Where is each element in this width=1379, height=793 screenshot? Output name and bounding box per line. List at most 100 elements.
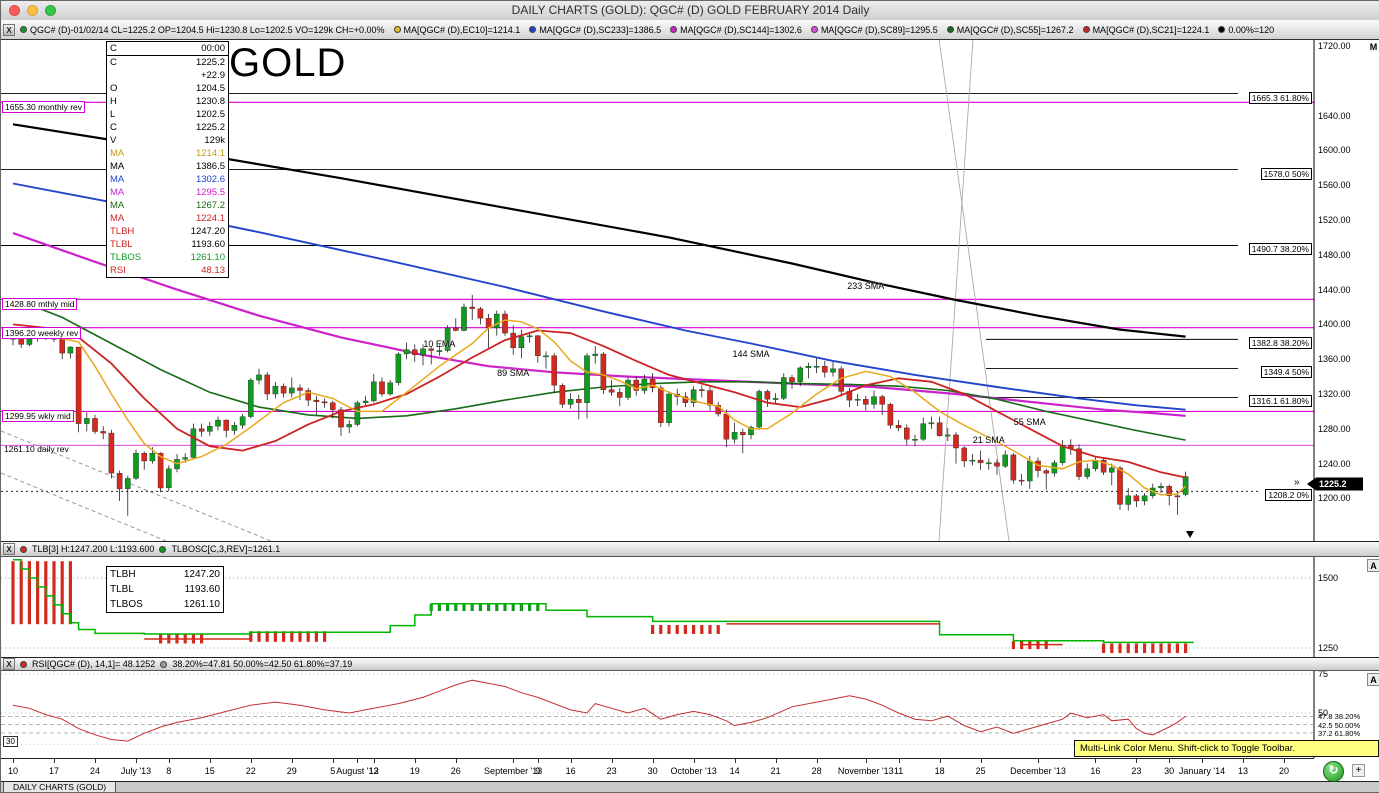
time-tick [734,759,736,763]
candle [1010,454,1017,481]
tlbosc-series-icon [159,545,167,553]
candle [321,401,328,404]
candle [207,426,213,432]
candle [116,473,123,490]
window-close-button[interactable] [9,5,20,16]
candle [436,350,443,352]
date-label: 24 [89,766,101,776]
candle [420,348,426,356]
time-tick [168,759,170,763]
data-window-row: C 1225.2 [110,122,225,133]
toolbar-indicator[interactable]: QGC# (D)-01/02/14 CL=1225.2 OP=1204.5 Hi… [20,25,385,35]
candle [362,400,369,403]
toolbar-indicator[interactable]: MA[QGC# (D),SC233]=1386.5 [529,25,661,35]
rsi-series-icon [20,660,27,668]
window-minimize-button[interactable] [27,5,38,16]
candle [649,379,656,389]
toolbar-indicator-label: 0.00%=120 [1228,24,1275,35]
candle [797,367,803,382]
candle [453,327,459,331]
toolbar-indicator[interactable]: MA[QGC# (D),SC144]=1302.6 [670,25,802,35]
main-scale-mode-button[interactable]: M [1369,42,1378,52]
chart-tab[interactable]: DAILY CHARTS (GOLD) [3,782,117,792]
tlb-layer [1,559,1314,654]
tlb-series-label[interactable]: TLB[3] H:1247.200 L:1193.600 [32,544,155,554]
close-rsi-panel-button[interactable]: X [3,658,15,670]
time-tick [13,759,14,763]
close-main-pane-button[interactable]: X [3,23,15,36]
main-data-window[interactable]: C 00:00 C 1225.2 +22.9 O 1204.5 H 1230.8 L 1202.5 C… [106,41,229,278]
toolbar-indicator[interactable]: MA[QGC# (D),EC10]=1214.1 [393,25,520,35]
rsi-scale-left-label: 30 [3,736,18,747]
candle [707,390,713,406]
rsi-series-label[interactable]: RSI[QGC# (D), 14,1]= 48.1252 [32,659,156,669]
tlbosc-series-label[interactable]: TLBOSC[C,3,REV]=1261.1 [171,544,281,554]
time-tick [513,759,515,763]
candle [748,426,754,436]
candle [280,386,287,394]
toolbar-indicator[interactable]: MA[QGC# (D),SC55]=1267.2 [946,25,1074,35]
window-titlebar[interactable]: DAILY CHARTS (GOLD): QGC# (D) GOLD FEBRU… [1,1,1379,21]
series-color-dot [946,26,954,33]
candle [1002,454,1008,467]
toolbar-indicator[interactable]: MA[QGC# (D),SC89]=1295.5 [810,25,938,35]
candle [887,404,894,426]
rsi-autoscale-button[interactable]: A [1367,673,1379,686]
data-window-row: MA 1267.2 [110,200,225,211]
candle [1109,467,1115,473]
date-label: 28 [811,766,822,776]
toolbar-indicator-label: MA[QGC# (D),SC144]=1302.6 [680,24,802,35]
month-label: October '13 [670,766,717,776]
candle [895,425,902,429]
toolbar-indicator[interactable]: 0.00%=120 [1218,25,1274,35]
candle [477,308,484,319]
candle [854,399,861,401]
data-window-row: MA 1224.1 [110,213,225,224]
candle [412,349,418,355]
time-tick [136,759,137,763]
time-tick [898,759,900,763]
candle [248,379,254,417]
candle [444,327,451,351]
tlb-data-window[interactable]: TLBH 1247.20 TLBL 1193.60 TLBOS 1261.10 [106,566,224,613]
candle [395,353,402,383]
refresh-button[interactable]: ↻ [1323,761,1344,782]
candle [731,432,738,440]
candle [953,434,959,449]
sma89-line [12,232,1186,417]
tlb-autoscale-button[interactable]: A [1367,559,1379,572]
date-label: 14 [729,766,740,776]
time-axis[interactable]: 10 17 24 July '13 8 15 22 29 5 August '13 12 19 26 Se… [1,758,1314,782]
time-tick [693,759,695,763]
tlb-series-icon [20,545,27,553]
toolbar-indicator-label: MA[QGC# (D),SC233]=1386.5 [539,24,662,35]
candle [1141,495,1148,502]
time-tick [1284,759,1285,763]
candle [469,306,475,309]
data-window-row: V 129k [110,135,225,146]
window-zoom-button[interactable] [45,5,56,16]
candle [190,428,197,458]
toolbar-indicator[interactable]: MA[QGC# (D),SC21]=1224.1 [1082,25,1209,35]
time-tick [209,759,211,763]
status-tooltip: Multi-Link Color Menu. Shift-click to To… [1074,740,1379,757]
candle [1043,470,1049,474]
candle [740,432,746,436]
candle [879,396,885,405]
time-tick [865,759,867,763]
data-window-row: H 1230.8 [110,96,225,107]
candle [297,387,303,391]
series-color-dot [393,26,401,33]
time-tick [1202,759,1203,763]
toolbar-indicator-label: QGC# (D)-01/02/14 CL=1225.2 OP=1204.5 Hi… [30,24,385,35]
candle [781,377,787,399]
data-window-row: C 1225.2 [110,57,225,68]
zoom-in-button[interactable]: + [1352,764,1365,777]
close-tlb-panel-button[interactable]: X [3,543,15,555]
data-window-row: RSI 48.13 [110,265,225,276]
candle [264,374,270,395]
candle [936,422,943,436]
bar-marker-icon [1186,531,1194,538]
rsi-levels-label[interactable]: 38.20%=47.81 50.00%=42.50 61.80%=37.19 [172,659,353,669]
